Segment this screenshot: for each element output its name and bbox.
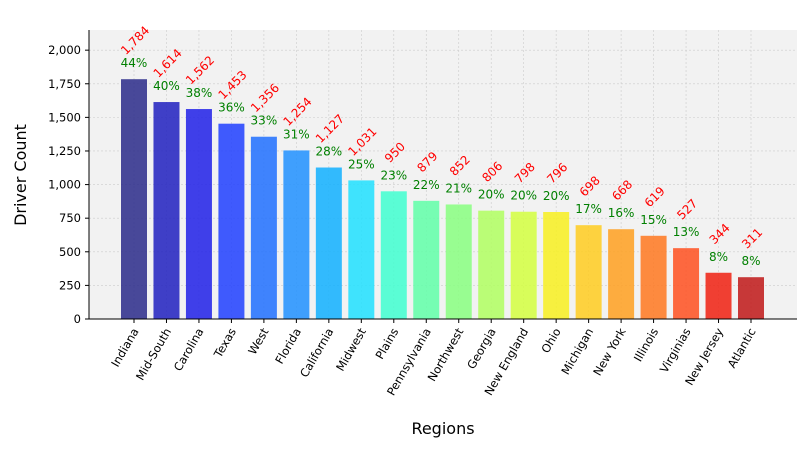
x-tick-label: Virginias — [657, 325, 694, 375]
percent-label: 23% — [380, 168, 407, 182]
percent-label: 20% — [510, 189, 537, 203]
y-tick-label: 750 — [59, 211, 81, 225]
bar — [478, 210, 505, 319]
y-axis-title: Driver Count — [11, 124, 30, 226]
percent-label: 28% — [316, 145, 343, 159]
percent-label: 22% — [413, 178, 440, 192]
percent-label: 16% — [608, 206, 635, 220]
bar — [510, 211, 537, 319]
bar — [218, 123, 245, 320]
percent-label: 44% — [121, 56, 148, 70]
bar — [283, 150, 310, 319]
bar — [575, 225, 602, 319]
bar — [705, 272, 732, 319]
bars — [121, 79, 764, 320]
percent-label: 38% — [186, 86, 213, 100]
percent-label: 17% — [575, 202, 602, 216]
percent-label: 33% — [251, 114, 278, 128]
y-tick-label: 1,250 — [48, 144, 81, 158]
x-tick-label: Midwest — [333, 325, 369, 373]
percent-label: 8% — [741, 254, 760, 268]
bar — [673, 248, 700, 319]
x-tick-label: New York — [590, 325, 629, 378]
bar — [250, 136, 277, 319]
bar — [153, 102, 180, 319]
percent-label: 31% — [283, 127, 310, 141]
x-tick-label: Carolina — [171, 326, 207, 374]
bar — [413, 200, 440, 319]
bar — [185, 109, 212, 319]
x-tick-label: Florida — [272, 326, 304, 367]
bar — [608, 229, 635, 319]
y-tick-label: 250 — [59, 278, 81, 292]
percent-label: 36% — [218, 101, 245, 115]
percent-label: 21% — [445, 181, 472, 195]
bar — [380, 191, 407, 319]
x-tick-label: Georgia — [464, 326, 499, 372]
bar — [640, 235, 667, 319]
x-tick-label: West — [245, 325, 272, 357]
percent-label: 25% — [348, 157, 375, 171]
x-tick-label: Texas — [210, 326, 239, 361]
percent-label: 15% — [640, 213, 667, 227]
x-tick-label: Plains — [372, 325, 401, 361]
percent-label: 13% — [673, 225, 700, 239]
x-axis-title: Regions — [411, 419, 474, 438]
y-axis-ticks: 0 250 500 750 1,000 1,250 1,500 1,750 2,000 — [48, 43, 89, 326]
percent-label: 20% — [478, 188, 505, 202]
y-tick-label: 500 — [59, 245, 81, 259]
percent-label: 40% — [153, 79, 180, 93]
y-tick-label: 1,500 — [48, 110, 81, 124]
bar — [315, 167, 342, 319]
bar — [738, 277, 764, 319]
y-tick-label: 0 — [74, 312, 81, 326]
x-tick-label: Indiana — [108, 326, 141, 370]
percent-label: 20% — [543, 189, 570, 203]
bar — [121, 79, 147, 320]
percent-label: 8% — [709, 250, 728, 264]
x-tick-label: Illinois — [631, 326, 661, 365]
y-tick-label: 2,000 — [48, 43, 81, 57]
x-tick-label: Atlantic — [725, 326, 759, 371]
bar — [543, 212, 570, 319]
y-tick-label: 1,000 — [48, 178, 81, 192]
bar — [445, 204, 472, 319]
bar — [348, 180, 375, 319]
x-tick-label: Ohio — [538, 326, 563, 356]
y-tick-label: 1,750 — [48, 77, 81, 91]
